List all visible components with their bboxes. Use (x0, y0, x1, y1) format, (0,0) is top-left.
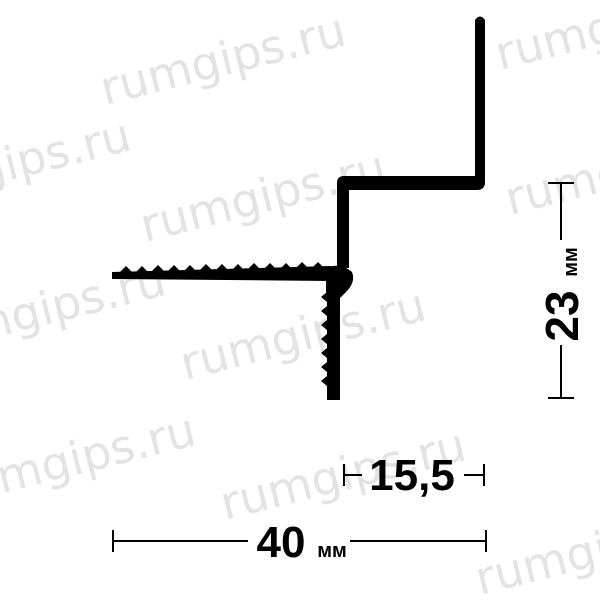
offset-dimension (343, 464, 485, 486)
width-value: 40 (257, 518, 306, 567)
height-value: 23 (536, 290, 588, 341)
watermark-1: rumgips.ru (95, 3, 351, 116)
watermark-10: rumgips.ru (470, 493, 600, 600)
height-dimension (548, 182, 574, 399)
watermark-9: rumgips.ru (0, 403, 201, 516)
height-unit: мм (560, 247, 582, 277)
watermark-6: rumgips.ru (500, 113, 600, 226)
width-unit: мм (317, 540, 347, 562)
left-wing (112, 266, 340, 281)
lower-flange (327, 285, 340, 400)
wing-serrations (120, 262, 324, 272)
width-dimension (112, 530, 487, 552)
flange-serrations (321, 292, 327, 386)
watermark-3: rumgips.ru (175, 278, 431, 391)
offset-value: 15,5 (369, 451, 455, 500)
watermark-2: rumgips.ru (135, 140, 391, 253)
top-flange (337, 16, 485, 268)
watermark-5: rumgips.ru (490, 0, 600, 81)
watermark-7: rumgips.ru (0, 108, 136, 221)
profile-shape (112, 16, 485, 400)
